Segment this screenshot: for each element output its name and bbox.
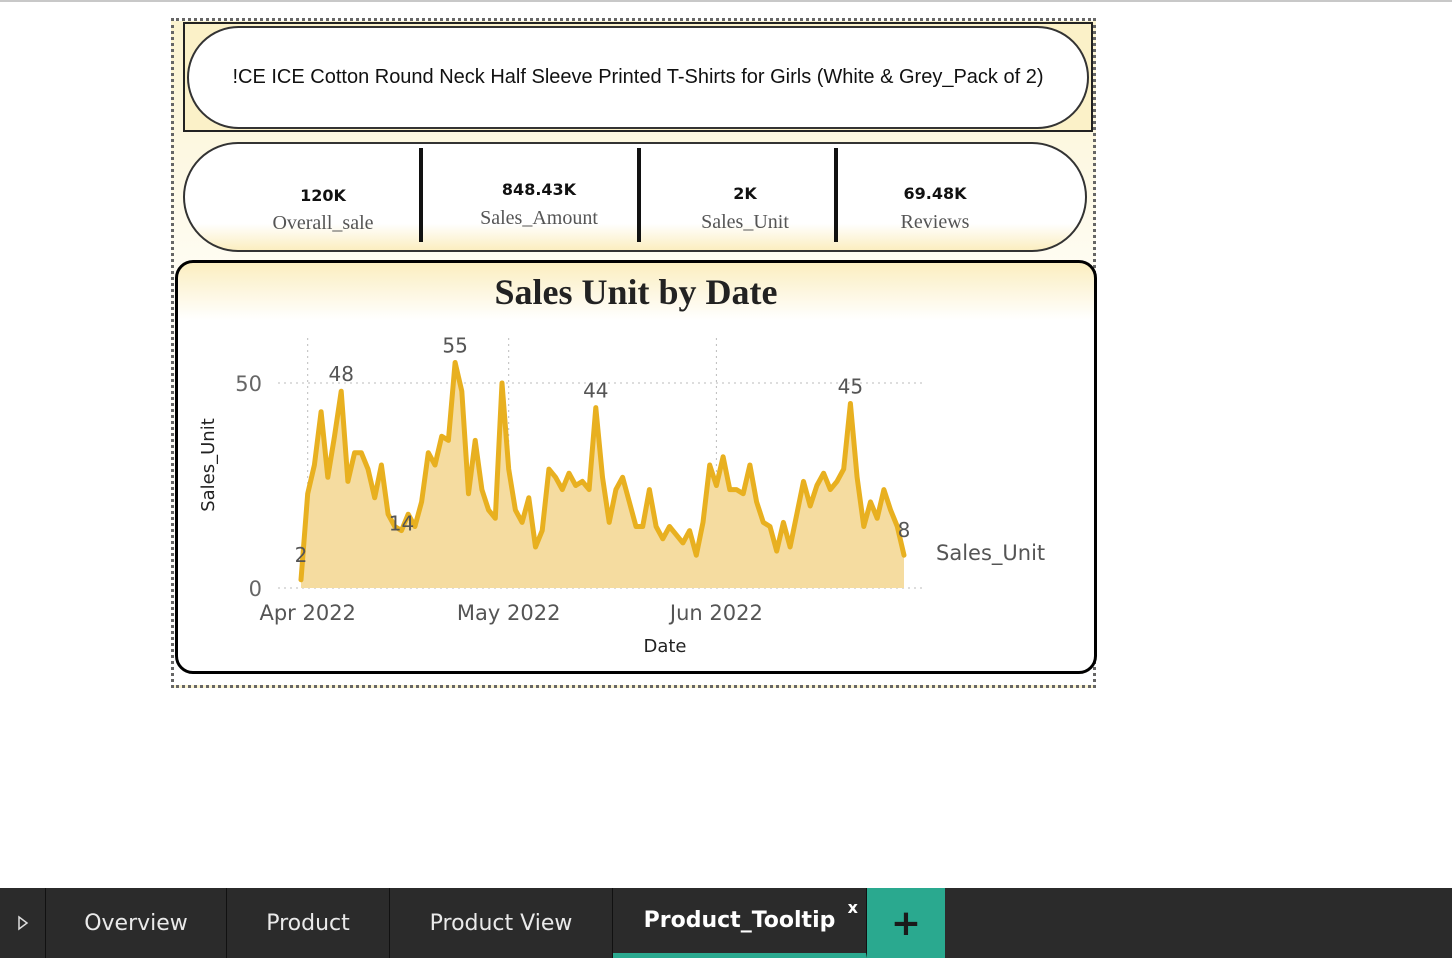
kpi-label: Sales_Unit <box>701 211 789 233</box>
tab-product-view[interactable]: Product View <box>390 888 613 958</box>
y-axis-title: Sales_Unit <box>198 418 219 512</box>
tab-label: Product <box>266 910 350 936</box>
kpi-sales-amount: 848.43K Sales_Amount <box>441 144 637 250</box>
x-tick-label: May 2022 <box>457 601 561 625</box>
tab-overview[interactable]: Overview <box>46 888 227 958</box>
data-label: 48 <box>328 362 353 386</box>
series-label: Sales_Unit <box>936 541 1045 566</box>
kpi-value: 120K <box>300 186 346 205</box>
x-tick-label: Apr 2022 <box>259 601 355 625</box>
kpi-label: Sales_Amount <box>480 207 598 229</box>
tab-product[interactable]: Product <box>227 888 390 958</box>
data-label: 45 <box>838 375 863 399</box>
product-title: !CE ICE Cotton Round Neck Half Sleeve Pr… <box>232 66 1044 88</box>
close-icon[interactable]: x <box>847 898 858 917</box>
kpi-divider <box>834 148 838 242</box>
tab-label: Product View <box>429 910 573 936</box>
y-tick-label: 0 <box>249 577 262 601</box>
sales-unit-chart-card[interactable]: Sales Unit by Date 0 50 Apr 2022 May 2022 Ju… <box>175 260 1097 674</box>
tab-product-tooltip[interactable]: Product_Tooltip x <box>613 888 867 958</box>
data-label: 55 <box>442 334 467 358</box>
data-label: 8 <box>898 518 911 542</box>
kpi-card[interactable]: 120K Overall_sale 848.43K Sales_Amount 2… <box>183 142 1087 252</box>
kpi-value: 69.48K <box>903 184 967 203</box>
x-axis-title: Date <box>643 636 686 657</box>
product-title-pill: !CE ICE Cotton Round Neck Half Sleeve Pr… <box>187 26 1089 129</box>
y-tick-label: 50 <box>235 372 262 396</box>
kpi-reviews: 69.48K Reviews <box>837 144 1033 250</box>
kpi-sales-unit: 2K Sales_Unit <box>647 144 843 250</box>
kpi-label: Overall_sale <box>272 212 374 234</box>
kpi-value: 2K <box>733 184 757 203</box>
tab-label: Overview <box>84 910 188 936</box>
x-tick-label: Jun 2022 <box>668 601 763 625</box>
expand-pages-button[interactable] <box>0 888 46 958</box>
page-tab-bar: Overview Product Product View Product_To… <box>0 888 1452 958</box>
plus-icon: + <box>890 902 922 944</box>
kpi-overall-sale: 120K Overall_sale <box>225 144 421 250</box>
kpi-value: 848.43K <box>501 180 577 199</box>
data-label: 14 <box>389 512 414 536</box>
kpi-label: Reviews <box>900 211 970 233</box>
sales-unit-chart[interactable]: 0 50 Apr 2022 May 2022 Jun 2022 48 55 44 45 2 14 8 D… <box>178 263 1097 674</box>
kpi-divider <box>419 148 423 242</box>
top-border <box>0 0 1452 2</box>
play-triangle-icon <box>17 915 28 931</box>
chart-title: Sales Unit by Date <box>494 272 778 312</box>
data-label: 2 <box>295 543 308 567</box>
product-title-card[interactable]: !CE ICE Cotton Round Neck Half Sleeve Pr… <box>183 22 1093 132</box>
kpi-divider <box>637 148 641 242</box>
tab-label: Product_Tooltip <box>643 908 836 933</box>
data-label: 44 <box>583 379 608 403</box>
sales-unit-line <box>298 360 907 583</box>
add-page-button[interactable]: + <box>867 888 945 958</box>
